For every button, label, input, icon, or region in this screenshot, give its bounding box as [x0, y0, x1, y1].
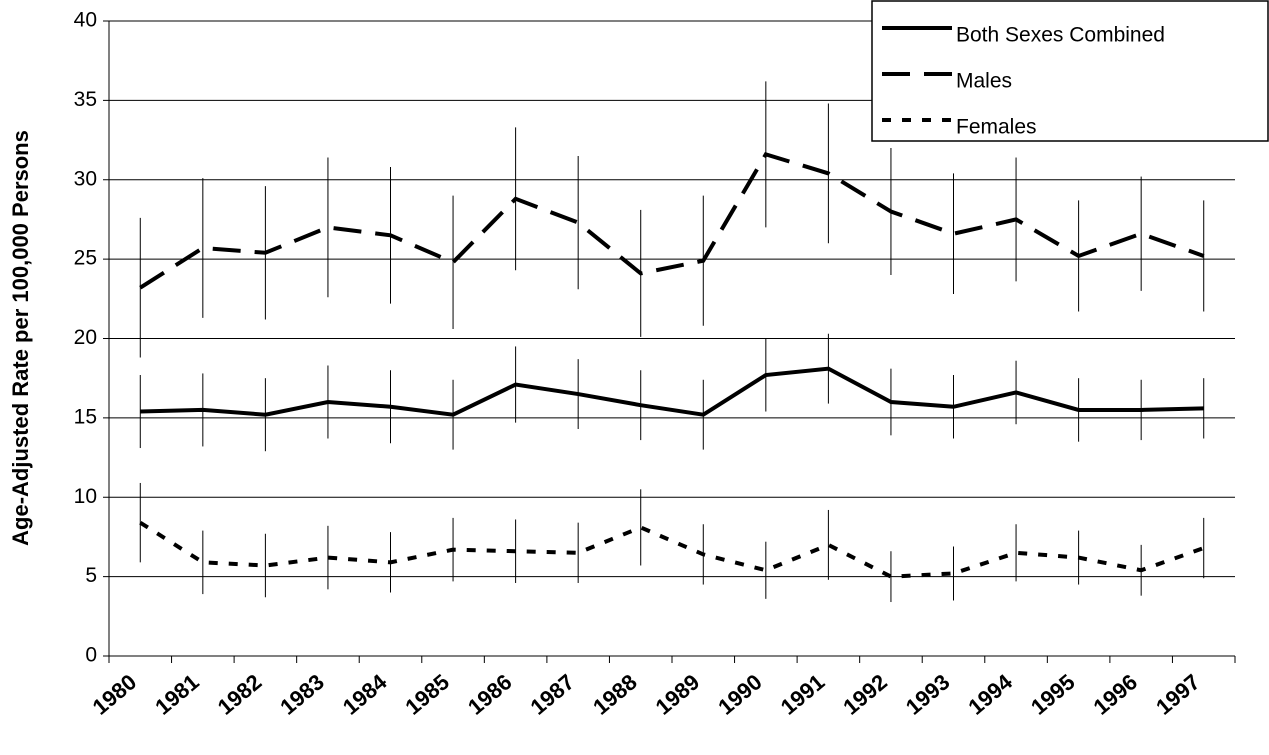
y-tick-label: 10	[74, 485, 97, 508]
series-line	[139, 151, 1205, 290]
y-tick-label: 35	[74, 88, 97, 111]
legend-box	[871, 0, 1269, 142]
x-tick-label: 1985	[400, 669, 454, 720]
x-tick-label: 1981	[150, 669, 204, 720]
y-tick-label: 0	[85, 644, 97, 667]
x-tick-label: 1987	[526, 669, 580, 720]
y-tick-label: 30	[74, 167, 97, 190]
x-tick-label: 1991	[776, 669, 830, 720]
x-tick-label: 1996	[1089, 669, 1143, 720]
legend-label: Females	[956, 116, 1037, 139]
x-tick-label: 1993	[901, 669, 955, 720]
x-tick-label: 1988	[588, 669, 642, 720]
x-tick-label: 1982	[213, 669, 267, 720]
y-tick-label: 20	[74, 326, 97, 349]
x-tick-label: 1984	[338, 669, 392, 720]
x-tick-label: 1992	[838, 669, 892, 720]
x-tick-label: 1983	[275, 669, 329, 720]
x-tick-label: 1990	[713, 669, 767, 720]
y-tick-label: 25	[74, 247, 97, 270]
y-tick-label: 5	[85, 564, 97, 587]
legend-label: Both Sexes Combined	[956, 24, 1165, 47]
x-tick-label: 1980	[88, 669, 142, 720]
y-tick-label: 15	[74, 405, 97, 428]
y-tick-label: 40	[74, 9, 97, 32]
series-line	[139, 520, 1205, 579]
series-line	[140, 366, 1204, 417]
x-tick-label: 1995	[1026, 669, 1080, 720]
x-tick-label: 1994	[963, 669, 1017, 720]
x-tick-label: 1986	[463, 669, 517, 720]
x-tick-label: 1989	[651, 669, 705, 720]
legend-label: Males	[956, 70, 1012, 93]
y-axis-title: Age-Adjusted Rate per 100,000 Persons	[8, 130, 33, 546]
x-tick-label: 1997	[1151, 669, 1205, 720]
